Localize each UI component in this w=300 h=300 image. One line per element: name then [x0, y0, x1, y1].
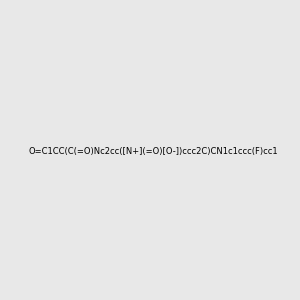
- Text: O=C1CC(C(=O)Nc2cc([N+](=O)[O-])ccc2C)CN1c1ccc(F)cc1: O=C1CC(C(=O)Nc2cc([N+](=O)[O-])ccc2C)CN1…: [29, 147, 279, 156]
